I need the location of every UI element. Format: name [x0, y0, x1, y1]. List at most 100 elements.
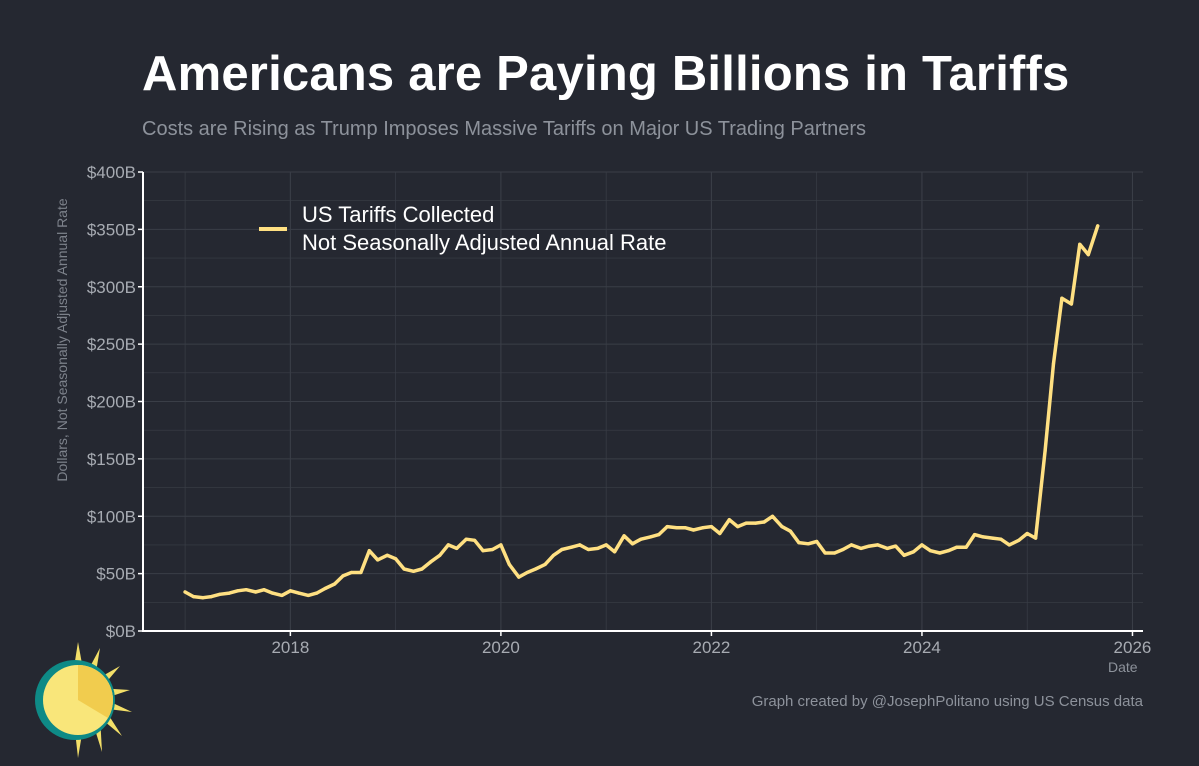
data-point — [1060, 296, 1064, 300]
data-point — [797, 541, 801, 545]
y-axis-label: Dollars, Not Seasonally Adjusted Annual … — [54, 198, 70, 482]
data-point — [288, 589, 292, 593]
data-point — [770, 514, 775, 518]
data-point — [411, 569, 416, 573]
chart-title: Americans are Paying Billions in Tariffs — [142, 47, 1070, 101]
data-point — [964, 545, 968, 549]
data-point — [718, 531, 722, 536]
x-tick-label: 2018 — [271, 638, 309, 657]
series-line-us-tariffs — [183, 224, 1100, 600]
data-point — [604, 543, 608, 547]
data-point — [1025, 531, 1029, 536]
data-point — [534, 567, 538, 571]
data-point — [928, 549, 933, 553]
data-point — [596, 546, 600, 551]
data-point — [1017, 538, 1021, 542]
data-point — [394, 557, 398, 561]
data-point — [823, 551, 827, 555]
x-axis-label: Date — [1108, 659, 1138, 675]
data-point — [762, 520, 766, 524]
data-point — [973, 533, 977, 537]
data-point — [385, 553, 389, 557]
data-point — [639, 537, 643, 541]
data-point — [867, 544, 871, 548]
data-point — [227, 591, 231, 595]
x-tick-label: 2026 — [1114, 638, 1152, 657]
data-point — [841, 547, 845, 552]
data-point — [1034, 536, 1038, 540]
data-point — [244, 588, 248, 592]
data-point — [376, 558, 380, 562]
data-point — [473, 538, 477, 542]
data-point — [981, 535, 985, 539]
data-point — [490, 547, 495, 552]
data-point — [209, 595, 213, 599]
legend: US Tariffs Collected Not Seasonally Adjus… — [259, 202, 666, 255]
data-point — [341, 574, 345, 578]
data-point — [859, 546, 863, 551]
legend-label: Not Seasonally Adjusted Annual Rate — [302, 230, 666, 255]
data-point — [402, 567, 406, 571]
data-point — [349, 570, 353, 575]
x-tick-label: 2020 — [482, 638, 520, 657]
data-point — [946, 549, 950, 553]
data-point — [683, 526, 687, 530]
data-point — [543, 562, 547, 567]
data-point — [236, 589, 240, 593]
data-point — [622, 534, 626, 538]
y-tick-label: $300B — [87, 278, 136, 297]
data-point — [499, 543, 503, 547]
data-point — [270, 591, 275, 595]
data-point — [1043, 449, 1047, 453]
axes — [138, 171, 1143, 636]
data-point — [1086, 253, 1090, 257]
data-point — [780, 525, 784, 529]
data-point — [691, 528, 696, 532]
y-tick-label: $150B — [87, 450, 136, 469]
data-point — [420, 567, 424, 571]
data-point — [569, 545, 574, 549]
data-point — [578, 543, 582, 547]
y-tick-label: $400B — [87, 163, 136, 182]
data-point — [701, 526, 705, 530]
data-point — [367, 549, 371, 553]
data-point — [1096, 224, 1100, 228]
data-point — [938, 551, 942, 555]
data-point — [191, 595, 196, 599]
x-tick-label: 2022 — [693, 638, 731, 657]
y-tick-label: $250B — [87, 335, 136, 354]
y-tick-label: $50B — [96, 565, 136, 584]
series — [183, 224, 1100, 600]
data-point — [586, 547, 590, 552]
y-tick-label: $200B — [87, 393, 136, 412]
data-point — [788, 529, 793, 533]
y-tick-label: $100B — [87, 507, 136, 526]
data-point — [525, 570, 529, 575]
data-point — [675, 526, 679, 530]
data-point — [709, 525, 714, 529]
data-point — [481, 549, 485, 553]
data-point — [744, 521, 748, 525]
data-point — [1051, 362, 1056, 366]
data-point — [517, 575, 521, 579]
data-point — [806, 542, 810, 546]
data-point — [218, 592, 222, 596]
legend-label: US Tariffs Collected — [302, 202, 494, 227]
data-point — [359, 570, 363, 575]
data-point — [911, 550, 916, 554]
data-point — [902, 553, 906, 557]
data-point — [920, 543, 924, 547]
data-point — [990, 536, 995, 540]
data-point — [446, 543, 450, 547]
data-point — [1069, 302, 1073, 306]
data-point — [455, 546, 459, 551]
data-point — [551, 553, 556, 557]
data-point — [999, 537, 1003, 541]
tick-labels: $0B $50B $100B $150B $200B $250B $300B $350B $40… — [87, 163, 1152, 657]
data-point — [613, 550, 617, 554]
data-point — [254, 590, 258, 594]
data-point — [894, 544, 898, 548]
grid — [143, 171, 1143, 631]
data-point — [955, 545, 959, 549]
